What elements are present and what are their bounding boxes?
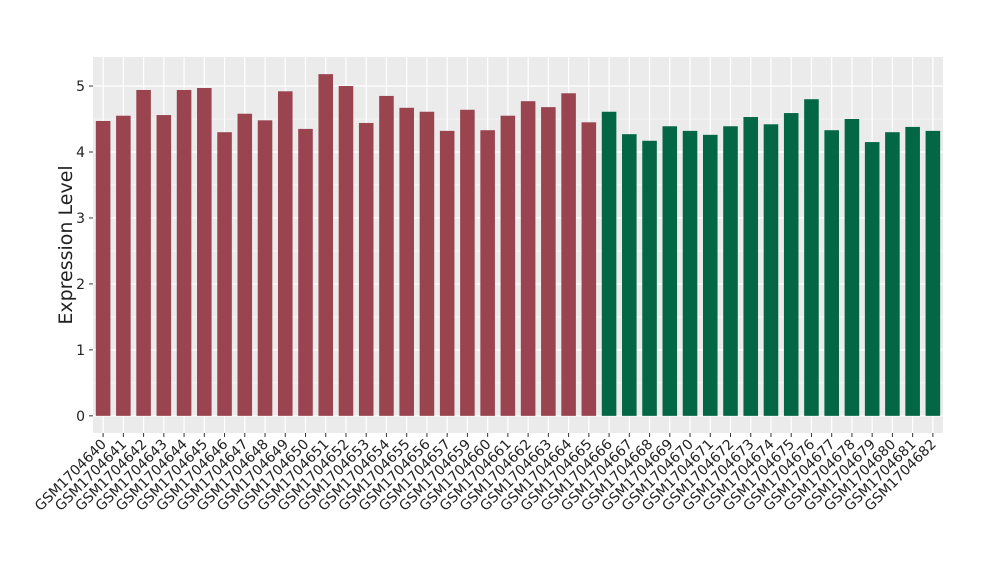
bar bbox=[662, 126, 678, 416]
bar bbox=[885, 132, 900, 416]
bar bbox=[905, 126, 920, 416]
bar bbox=[925, 130, 941, 416]
bar bbox=[318, 74, 334, 416]
bar bbox=[702, 134, 718, 416]
bar bbox=[217, 132, 232, 416]
y-tick-label: 2 bbox=[76, 277, 85, 293]
bar bbox=[358, 122, 374, 416]
y-tick-label: 3 bbox=[76, 211, 85, 227]
bar bbox=[743, 117, 759, 416]
bar bbox=[541, 107, 556, 416]
bar bbox=[824, 130, 839, 416]
bar bbox=[277, 91, 293, 416]
bar bbox=[844, 119, 860, 416]
bar bbox=[480, 130, 495, 416]
bar bbox=[439, 130, 455, 416]
bar bbox=[95, 120, 111, 416]
bar bbox=[581, 122, 597, 416]
bar bbox=[864, 142, 880, 416]
bar bbox=[156, 115, 172, 416]
bar bbox=[197, 88, 212, 416]
bar bbox=[682, 130, 698, 416]
bar bbox=[176, 89, 192, 416]
bar bbox=[419, 111, 435, 416]
bar bbox=[561, 93, 576, 416]
y-tick-label: 5 bbox=[76, 79, 85, 95]
y-tick-label: 0 bbox=[76, 409, 85, 425]
bar bbox=[763, 124, 779, 416]
plot-panel bbox=[93, 57, 943, 433]
bar bbox=[338, 86, 354, 416]
bar bbox=[379, 95, 394, 416]
y-tick-label: 4 bbox=[76, 145, 85, 161]
bar bbox=[723, 126, 738, 416]
bar bbox=[642, 140, 657, 416]
bar bbox=[783, 113, 799, 416]
bar bbox=[257, 120, 273, 416]
bar bbox=[601, 111, 617, 416]
bar bbox=[622, 134, 637, 416]
bar bbox=[237, 113, 253, 416]
bar bbox=[116, 115, 131, 416]
y-tick-label: 1 bbox=[76, 343, 85, 359]
bar bbox=[298, 128, 313, 416]
bar bbox=[520, 101, 536, 416]
bar bbox=[136, 89, 151, 416]
y-axis-label: Expression Level bbox=[55, 165, 77, 324]
bar bbox=[804, 99, 819, 416]
bar bbox=[399, 107, 414, 416]
bar bbox=[500, 115, 516, 416]
bar bbox=[460, 109, 475, 416]
